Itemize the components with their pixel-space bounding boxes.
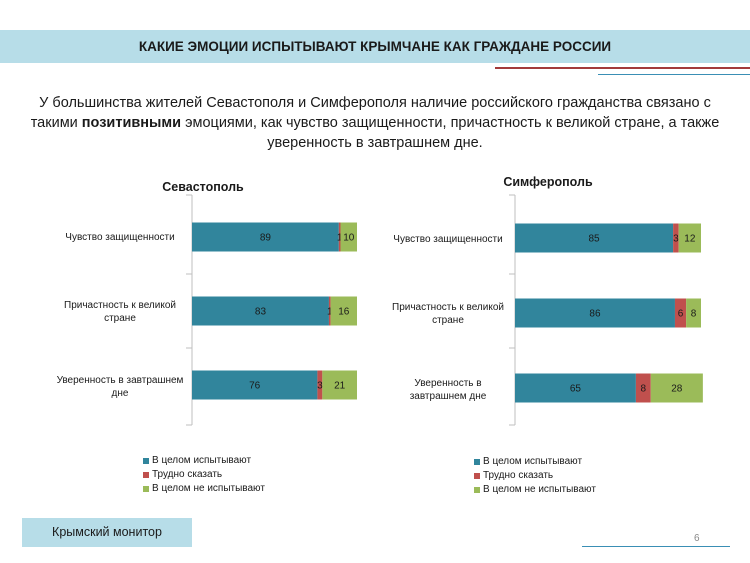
bar-segment bbox=[338, 222, 341, 252]
data-label: 76 bbox=[249, 381, 261, 392]
category-label: Чувство защищенности bbox=[393, 234, 502, 245]
legend-simferopol: В целом испытывают Трудно сказать В цело… bbox=[474, 455, 596, 497]
header-rule-blue bbox=[598, 74, 750, 75]
legend-swatch-blue bbox=[143, 458, 149, 464]
data-label: 86 bbox=[589, 309, 601, 320]
subtitle-part-2: эмоциями, как чувство защищенности, прич… bbox=[181, 115, 720, 151]
bar-segment bbox=[330, 296, 357, 326]
subtitle-part-1: У большинства жителей Севастополя и Симф… bbox=[30, 95, 711, 131]
bar-segment bbox=[686, 298, 701, 328]
legend-item: Трудно сказать bbox=[474, 469, 596, 483]
data-label: 1 bbox=[337, 233, 343, 244]
legend-item: В целом испытывают bbox=[474, 455, 596, 469]
category-label: завтрашнем дне bbox=[410, 391, 487, 402]
bar-segment bbox=[192, 296, 329, 326]
legend-label-no: В целом не испытывают bbox=[483, 484, 596, 495]
legend-label-yes: В целом испытывают bbox=[483, 456, 583, 467]
data-label: 10 bbox=[343, 233, 355, 244]
legend-item: Трудно сказать bbox=[143, 468, 265, 482]
data-label: 6 bbox=[678, 309, 684, 320]
footer-label: Крымский монитор bbox=[22, 518, 192, 547]
data-label: 28 bbox=[671, 384, 683, 395]
data-label: 3 bbox=[317, 381, 323, 392]
legend-swatch-red bbox=[474, 473, 480, 479]
legend-item: В целом испытывают bbox=[143, 454, 265, 468]
bar-segment bbox=[678, 223, 701, 253]
category-label: Причастность к великой bbox=[392, 302, 504, 313]
page-title: КАКИЕ ЭМОЦИИ ИСПЫТЫВАЮТ КРЫМЧАНЕ КАК ГРА… bbox=[138, 39, 612, 54]
bar-segment bbox=[674, 298, 687, 328]
legend-label-yes: В целом испытывают bbox=[152, 455, 252, 466]
category-label: Уверенность в завтрашнем bbox=[57, 375, 184, 386]
data-label: 89 bbox=[260, 233, 272, 244]
legend-swatch-blue bbox=[474, 459, 480, 465]
bar-segment bbox=[322, 370, 357, 400]
chart-title-simferopol: Симферополь bbox=[503, 175, 593, 189]
legend-label-hard: Трудно сказать bbox=[483, 470, 554, 481]
bar-segment bbox=[515, 223, 674, 253]
bar-segment bbox=[635, 373, 651, 403]
header-rule-red bbox=[495, 67, 750, 69]
data-label: 1 bbox=[327, 307, 333, 318]
subtitle-bold: позитивными bbox=[81, 115, 182, 131]
category-label: стране bbox=[432, 315, 464, 326]
bar-segment bbox=[515, 298, 675, 328]
bar-segment bbox=[317, 370, 323, 400]
bar-segment bbox=[328, 296, 331, 326]
legend-label-hard: Трудно сказать bbox=[152, 469, 223, 480]
legend-swatch-green bbox=[143, 486, 149, 492]
data-label: 8 bbox=[691, 309, 697, 320]
footer-rule-blue bbox=[582, 546, 730, 547]
bar-segment bbox=[192, 222, 339, 252]
category-label: Чувство защищенности bbox=[65, 232, 174, 243]
bar-segment bbox=[515, 373, 636, 403]
bar-segment bbox=[192, 370, 318, 400]
data-label: 3 bbox=[673, 234, 679, 245]
legend-sevastopol: В целом испытывают Трудно сказать В цело… bbox=[143, 454, 265, 496]
data-label: 83 bbox=[255, 307, 267, 318]
bar-segment bbox=[340, 222, 357, 252]
data-label: 65 bbox=[570, 384, 582, 395]
chart-title-sevastopol: Севастополь bbox=[162, 180, 244, 194]
category-label: Уверенность в bbox=[414, 378, 481, 389]
category-label: дне bbox=[112, 388, 129, 399]
bar-segment bbox=[673, 223, 679, 253]
page-number: 6 bbox=[694, 533, 700, 544]
bar-segment bbox=[650, 373, 703, 403]
subtitle: У большинства жителей Севастополя и Симф… bbox=[20, 93, 730, 153]
data-label: 21 bbox=[334, 381, 346, 392]
data-label: 85 bbox=[588, 234, 600, 245]
header-bar bbox=[0, 30, 750, 63]
data-label: 8 bbox=[641, 384, 647, 395]
legend-item: В целом не испытывают bbox=[474, 483, 596, 497]
category-label: стране bbox=[104, 313, 136, 324]
legend-label-no: В целом не испытывают bbox=[152, 483, 265, 494]
legend-item: В целом не испытывают bbox=[143, 482, 265, 496]
data-label: 16 bbox=[338, 307, 350, 318]
legend-swatch-red bbox=[143, 472, 149, 478]
legend-swatch-green bbox=[474, 487, 480, 493]
category-label: Причастность к великой bbox=[64, 300, 176, 311]
data-label: 12 bbox=[684, 234, 696, 245]
